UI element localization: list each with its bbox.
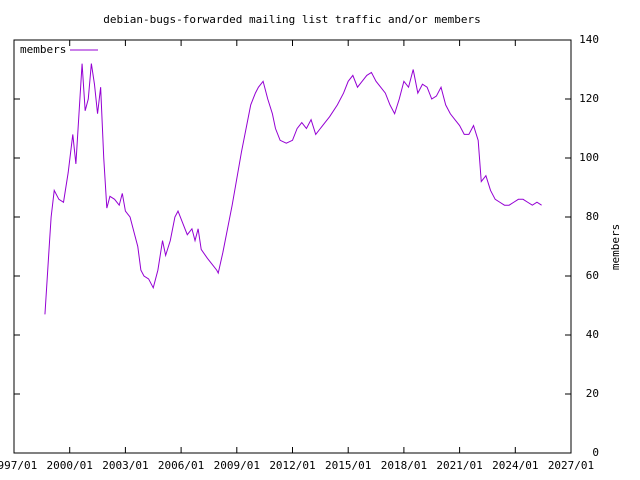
y-tick-label: 40 xyxy=(586,328,599,341)
x-tick-label: 2000/01 xyxy=(47,459,93,472)
y-tick-label: 120 xyxy=(579,92,599,105)
x-tick-label: 2027/01 xyxy=(548,459,594,472)
x-tick-label: 2021/01 xyxy=(436,459,482,472)
y-axis-label: members xyxy=(609,224,622,270)
y-tick-label: 20 xyxy=(586,387,599,400)
x-tick-label: 2006/01 xyxy=(158,459,204,472)
y-tick-label: 140 xyxy=(579,33,599,46)
x-tick-label: 2009/01 xyxy=(214,459,260,472)
x-tick-label: 2018/01 xyxy=(381,459,427,472)
x-tick-label: 1997/01 xyxy=(0,459,37,472)
y-tick-label: 60 xyxy=(586,269,599,282)
y-tick-label: 100 xyxy=(579,151,599,164)
y-tick-label: 80 xyxy=(586,210,599,223)
legend-label: members xyxy=(20,43,66,56)
y-tick-label: 0 xyxy=(592,446,599,459)
x-tick-label: 2003/01 xyxy=(102,459,148,472)
chart-title: debian-bugs-forwarded mailing list traff… xyxy=(103,13,481,26)
plot-frame xyxy=(13,39,572,454)
x-tick-label: 2015/01 xyxy=(325,459,371,472)
x-tick-label: 2024/01 xyxy=(492,459,538,472)
x-tick-label: 2012/01 xyxy=(269,459,315,472)
data-line xyxy=(44,63,542,315)
